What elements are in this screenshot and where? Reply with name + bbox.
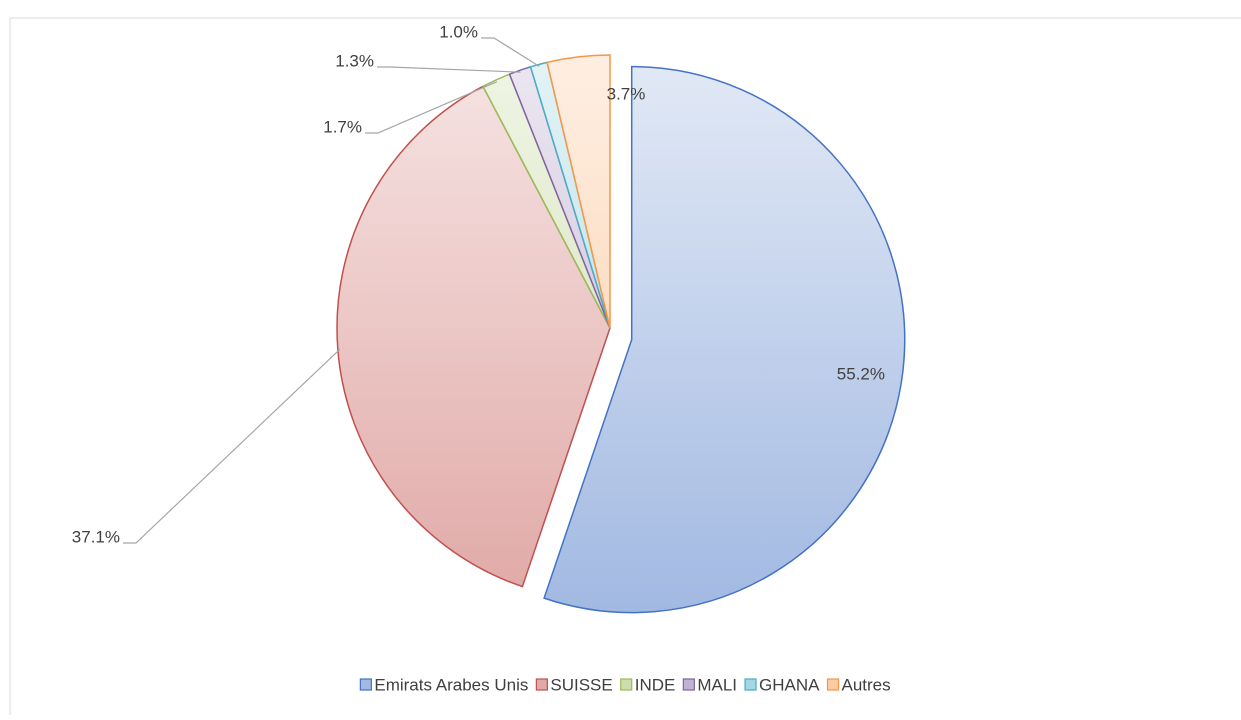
leader-line	[123, 348, 341, 544]
legend-label: Emirats Arabes Unis	[374, 675, 528, 694]
legend-swatch	[359, 678, 372, 691]
legend-label: SUISSE	[550, 675, 612, 694]
data-label: 55.2%	[837, 364, 885, 383]
data-label: 37.1%	[72, 527, 120, 546]
legend-swatch	[620, 678, 633, 691]
legend-swatch	[535, 678, 548, 691]
legend-label: INDE	[635, 675, 676, 694]
pie-slice	[336, 85, 611, 588]
leader-line	[365, 81, 498, 134]
legend-label: Autres	[842, 675, 891, 694]
data-label: 1.3%	[335, 51, 374, 70]
legend-label: GHANA	[759, 675, 820, 694]
pie-slice	[546, 54, 611, 329]
legend-swatch	[826, 678, 840, 691]
leader-line	[377, 66, 521, 73]
data-label: 1.7%	[323, 117, 362, 136]
data-label: 1.0%	[439, 22, 478, 41]
pie-slice	[543, 65, 906, 614]
data-label: 3.7%	[607, 84, 646, 103]
legend-swatch	[744, 678, 757, 691]
legend-label: MALI	[697, 675, 737, 694]
legend: Emirats Arabes Unis SUISSE INDE MALI GHANA Au…	[359, 675, 891, 694]
leader-line	[481, 37, 540, 67]
legend-swatch	[682, 678, 695, 691]
